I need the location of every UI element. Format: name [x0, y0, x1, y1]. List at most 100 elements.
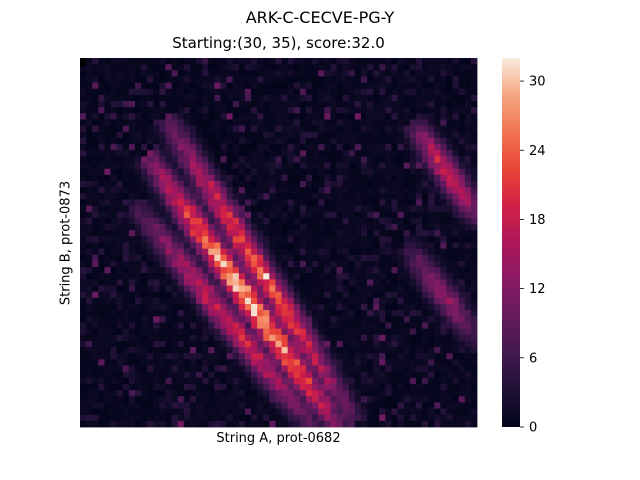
heatmap-cell: [98, 242, 105, 250]
heatmap-cell: [232, 365, 240, 373]
heatmap-cell: [134, 205, 142, 213]
heatmap-cell: [251, 113, 258, 120]
heatmap-cell: [208, 254, 215, 262]
heatmap-cell: [470, 187, 478, 194]
heatmap-cell: [214, 224, 221, 231]
heatmap-cell: [238, 193, 246, 200]
heatmap-cell: [385, 88, 392, 96]
heatmap-cell: [226, 304, 234, 311]
heatmap-cell: [98, 217, 105, 225]
heatmap-cell: [165, 131, 173, 139]
heatmap-cell: [202, 377, 209, 385]
heatmap-cell: [110, 150, 118, 157]
heatmap-cell: [257, 396, 264, 403]
heatmap-cell: [165, 353, 173, 360]
heatmap-cell: [312, 322, 319, 329]
heatmap-cell: [214, 242, 221, 250]
heatmap-cell: [360, 371, 368, 379]
heatmap-cell: [354, 273, 362, 280]
heatmap-cell: [92, 199, 99, 206]
heatmap-cell: [171, 131, 179, 139]
heatmap-cell: [159, 359, 166, 366]
heatmap-cell: [391, 125, 398, 133]
heatmap-cell: [330, 359, 337, 366]
heatmap-cell: [263, 76, 270, 83]
heatmap-cell: [336, 193, 344, 200]
heatmap-cell: [134, 162, 142, 170]
heatmap-cell: [147, 82, 154, 90]
heatmap-cell: [202, 371, 209, 379]
heatmap-cell: [312, 125, 319, 133]
heatmap-cell: [379, 297, 386, 305]
heatmap-cell: [287, 58, 295, 65]
heatmap-cell: [232, 187, 240, 194]
heatmap-cell: [134, 156, 142, 163]
heatmap-cell: [342, 131, 350, 139]
heatmap-cell: [464, 187, 472, 194]
heatmap-cell: [312, 205, 319, 213]
heatmap-cell: [177, 347, 185, 354]
heatmap-cell: [171, 137, 179, 145]
heatmap-cell: [153, 193, 160, 200]
heatmap-cell: [403, 260, 411, 268]
heatmap-cell: [281, 58, 289, 65]
heatmap-cell: [287, 76, 295, 83]
heatmap-cell: [208, 267, 215, 274]
heatmap-cell: [440, 334, 447, 342]
heatmap-cell: [128, 328, 136, 336]
heatmap-cell: [305, 390, 313, 397]
heatmap-cell: [470, 334, 478, 342]
heatmap-cell: [342, 193, 350, 200]
heatmap-cell: [232, 131, 240, 139]
heatmap-cell: [330, 205, 337, 213]
heatmap-cell: [385, 414, 392, 422]
heatmap-cell: [403, 168, 411, 176]
heatmap-cell: [385, 107, 392, 114]
heatmap-cell: [244, 224, 252, 231]
heatmap-cell: [342, 267, 350, 274]
heatmap-cell: [98, 125, 105, 133]
heatmap-cell: [287, 236, 295, 243]
heatmap-cell: [409, 353, 417, 360]
heatmap-cell: [446, 371, 453, 379]
heatmap-cell: [263, 273, 270, 280]
heatmap-cell: [391, 113, 398, 120]
heatmap-cell: [116, 371, 124, 379]
heatmap-cell: [189, 390, 197, 397]
heatmap-cell: [238, 414, 246, 422]
heatmap-cell: [367, 279, 374, 286]
heatmap-cell: [257, 137, 264, 145]
heatmap-cell: [354, 267, 362, 274]
heatmap-cell: [409, 211, 417, 219]
heatmap-cell: [196, 340, 203, 348]
heatmap-cell: [458, 64, 466, 71]
heatmap-cell: [446, 285, 453, 293]
heatmap-cell: [251, 267, 258, 274]
heatmap-cell: [464, 359, 472, 366]
heatmap-cell: [177, 408, 185, 416]
heatmap-cell: [354, 64, 362, 71]
heatmap-cell: [391, 137, 398, 145]
heatmap-cell: [397, 162, 405, 170]
heatmap-cell: [299, 101, 307, 108]
heatmap-cell: [202, 150, 209, 157]
heatmap-cell: [159, 144, 166, 151]
heatmap-cell: [92, 181, 99, 188]
heatmap-cell: [263, 414, 270, 422]
heatmap-cell: [324, 328, 331, 336]
heatmap-cell: [269, 285, 276, 293]
heatmap-cell: [434, 82, 441, 90]
heatmap-cell: [452, 119, 460, 127]
heatmap-cell: [196, 119, 203, 127]
heatmap-cell: [305, 101, 313, 108]
heatmap-cell: [238, 205, 246, 213]
heatmap-cell: [208, 390, 215, 397]
heatmap-cell: [464, 150, 472, 157]
heatmap-cell: [128, 297, 136, 305]
heatmap-cell: [263, 217, 270, 225]
heatmap-cell: [305, 131, 313, 139]
heatmap-cell: [257, 267, 264, 274]
heatmap-cell: [122, 420, 130, 428]
heatmap-cell: [470, 316, 478, 323]
heatmap-cell: [293, 390, 301, 397]
